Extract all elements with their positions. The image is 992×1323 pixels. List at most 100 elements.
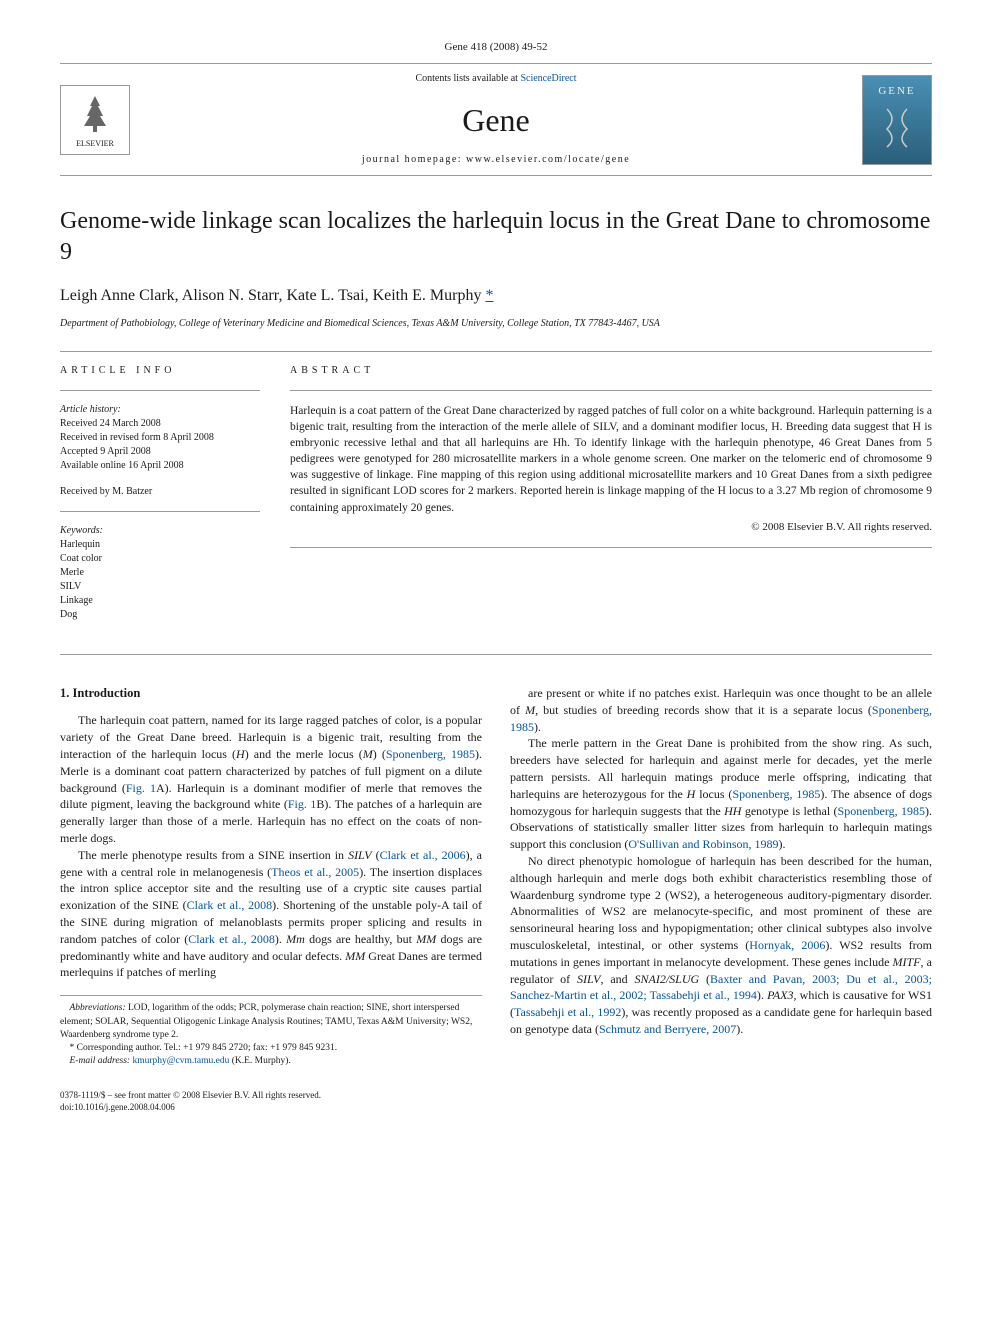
article-history: Article history: Received 24 March 2008 … xyxy=(60,403,260,473)
citation-link[interactable]: Theos et al., 2005 xyxy=(271,865,359,879)
citation-link[interactable]: O'Sullivan and Robinson, 1989 xyxy=(628,837,778,851)
abstract: ABSTRACT Harlequin is a coat pattern of … xyxy=(290,364,932,634)
gene-symbol: H xyxy=(236,747,245,761)
journal-cover-thumb: GENE xyxy=(862,75,932,165)
journal-banner: ELSEVIER Contents lists available at Sci… xyxy=(60,63,932,176)
citation-link[interactable]: Schmutz and Berryere, 2007 xyxy=(599,1022,736,1036)
paragraph: The merle pattern in the Great Dane is p… xyxy=(510,735,932,853)
history-label: Article history: xyxy=(60,403,260,417)
footnote-corresponding: * Corresponding author. Tel.: +1 979 845… xyxy=(60,1042,482,1055)
footer-copyright: 0378-1119/$ – see front matter © 2008 El… xyxy=(60,1089,932,1102)
text: ). xyxy=(736,1022,743,1036)
citation-link[interactable]: Hornyak, 2006 xyxy=(749,938,825,952)
paragraph: No direct phenotypic homologue of harleq… xyxy=(510,853,932,1038)
cover-art-icon xyxy=(872,99,922,149)
citation-link[interactable]: Clark et al., 2008 xyxy=(188,932,275,946)
text: The merle phenotype results from a SINE … xyxy=(78,848,348,862)
author-list: Leigh Anne Clark, Alison N. Starr, Kate … xyxy=(60,287,481,304)
paragraph: are present or white if no patches exist… xyxy=(510,685,932,735)
editor: Received by M. Batzer xyxy=(60,485,260,499)
contents-prefix: Contents lists available at xyxy=(415,73,520,84)
text: genotype is lethal ( xyxy=(741,804,837,818)
history-accepted: Accepted 9 April 2008 xyxy=(60,445,260,459)
section-head: 1. Introduction xyxy=(60,685,482,703)
authors: Leigh Anne Clark, Alison N. Starr, Kate … xyxy=(60,285,932,307)
page-footer: 0378-1119/$ – see front matter © 2008 El… xyxy=(60,1089,932,1114)
gene-symbol: M xyxy=(363,747,373,761)
gene-symbol: SNAI2/SLUG xyxy=(634,972,699,986)
article-title: Genome-wide linkage scan localizes the h… xyxy=(60,206,932,268)
divider xyxy=(290,547,932,548)
figure-link[interactable]: Fig. 1 xyxy=(288,797,317,811)
text: ) and the merle locus ( xyxy=(245,747,363,761)
elsevier-tree-icon xyxy=(70,91,120,136)
article-info-head: ARTICLE INFO xyxy=(60,364,260,378)
article-info: ARTICLE INFO Article history: Received 2… xyxy=(60,364,260,634)
footnote-abbrev: Abbreviations: LOD, logarithm of the odd… xyxy=(60,1002,482,1042)
sciencedirect-link[interactable]: ScienceDirect xyxy=(520,73,576,84)
affiliation: Department of Pathobiology, College of V… xyxy=(60,317,932,331)
gene-symbol: Mm xyxy=(286,932,305,946)
footnote-email: E-mail address: kmurphy@cvm.tamu.edu (K.… xyxy=(60,1055,482,1068)
paragraph: The merle phenotype results from a SINE … xyxy=(60,847,482,981)
footnote-label: Abbreviations: xyxy=(70,1003,126,1013)
citation-link[interactable]: Sponenberg, 1985 xyxy=(838,804,925,818)
keyword: Dog xyxy=(60,608,260,622)
banner-center: Contents lists available at ScienceDirec… xyxy=(130,72,862,167)
keyword: Coat color xyxy=(60,552,260,566)
text: dogs are healthy, but xyxy=(305,932,416,946)
gene-symbol: MM xyxy=(416,932,436,946)
text: ). xyxy=(534,720,541,734)
divider xyxy=(60,511,260,512)
paragraph: The harlequin coat pattern, named for it… xyxy=(60,712,482,846)
divider xyxy=(60,390,260,391)
keyword: Merle xyxy=(60,566,260,580)
text: locus ( xyxy=(695,787,732,801)
keywords: Keywords: Harlequin Coat color Merle SIL… xyxy=(60,524,260,622)
divider xyxy=(60,351,932,352)
corresponding-link[interactable]: * xyxy=(485,287,493,304)
keywords-label: Keywords: xyxy=(60,524,260,538)
text: ). xyxy=(757,988,767,1002)
contents-line: Contents lists available at ScienceDirec… xyxy=(130,72,862,86)
footnote-label: E-mail address: xyxy=(70,1056,131,1066)
gene-symbol: MM xyxy=(345,949,365,963)
history-revised: Received in revised form 8 April 2008 xyxy=(60,431,260,445)
citation-link[interactable]: Sponenberg, 1985 xyxy=(386,747,475,761)
text: ). xyxy=(779,837,786,851)
body-text: 1. Introduction The harlequin coat patte… xyxy=(60,685,932,1069)
abstract-head: ABSTRACT xyxy=(290,364,932,378)
history-online: Available online 16 April 2008 xyxy=(60,459,260,473)
gene-symbol: SILV xyxy=(577,972,601,986)
history-received: Received 24 March 2008 xyxy=(60,417,260,431)
citation-link[interactable]: Tassabehji et al., 1992 xyxy=(514,1005,621,1019)
divider xyxy=(290,390,932,391)
gene-symbol: SILV xyxy=(348,848,372,862)
gene-symbol: HH xyxy=(724,804,741,818)
text: ). xyxy=(275,932,286,946)
journal-homepage: journal homepage: www.elsevier.com/locat… xyxy=(130,153,862,167)
keyword: Harlequin xyxy=(60,538,260,552)
abstract-text: Harlequin is a coat pattern of the Great… xyxy=(290,403,932,516)
journal-reference: Gene 418 (2008) 49-52 xyxy=(60,40,932,55)
text: , and xyxy=(601,972,635,986)
footer-doi: doi:10.1016/j.gene.2008.04.006 xyxy=(60,1101,932,1114)
elsevier-text: ELSEVIER xyxy=(76,138,114,149)
keyword: Linkage xyxy=(60,594,260,608)
text: ( xyxy=(699,972,710,986)
footnotes: Abbreviations: LOD, logarithm of the odd… xyxy=(60,995,482,1068)
keyword: SILV xyxy=(60,580,260,594)
citation-link[interactable]: Sponenberg, 1985 xyxy=(732,787,820,801)
divider xyxy=(60,654,932,655)
citation-link[interactable]: Clark et al., 2008 xyxy=(187,898,273,912)
citation-link[interactable]: Clark et al., 2006 xyxy=(380,848,466,862)
email-link[interactable]: kmurphy@cvm.tamu.edu xyxy=(132,1056,229,1066)
figure-link[interactable]: Fig. 1 xyxy=(126,781,156,795)
text: , but studies of breeding records show t… xyxy=(535,703,872,717)
cover-title: GENE xyxy=(878,84,915,99)
journal-name: Gene xyxy=(130,98,862,143)
gene-symbol: MITF xyxy=(893,955,921,969)
abstract-copyright: © 2008 Elsevier B.V. All rights reserved… xyxy=(290,520,932,535)
gene-symbol: M xyxy=(525,703,535,717)
text: (K.E. Murphy). xyxy=(229,1056,290,1066)
